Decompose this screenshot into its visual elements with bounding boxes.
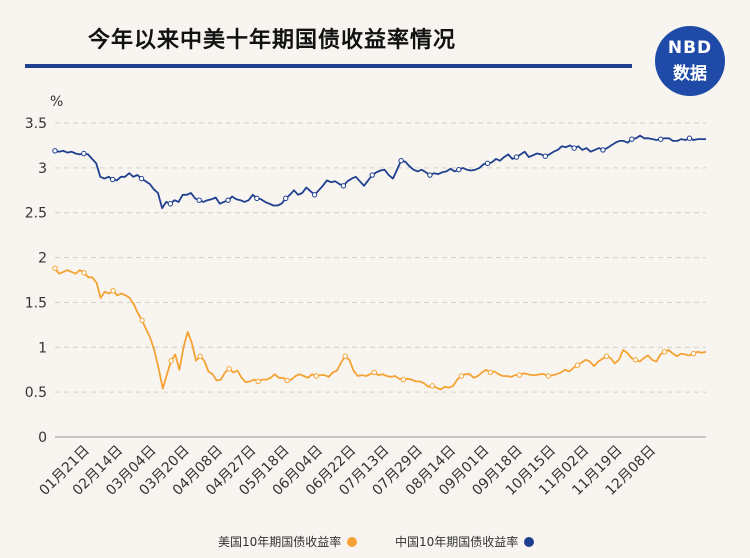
cn-data-point [571, 145, 577, 151]
y-tick-label: 0 [38, 430, 47, 446]
us-data-point [52, 265, 58, 272]
us-data-point [545, 373, 552, 379]
us-data-point [400, 376, 407, 383]
us-data-point [371, 369, 377, 376]
cn-data-point [52, 148, 58, 154]
y-tick-label: 3.5 [25, 116, 47, 132]
cn-data-point [657, 136, 664, 142]
us-data-point [603, 353, 610, 359]
us-data-point [342, 353, 348, 359]
series-lines [52, 134, 707, 391]
cn-data-point [484, 160, 491, 167]
cn-data-point [369, 172, 375, 178]
y-axis-ticks: 0 0.5 1 1.5 2 2.5 3 3.5 [25, 116, 47, 446]
cn-data-point [629, 136, 635, 142]
us-data-point [226, 366, 232, 372]
legend-item-cn: 中国10年期国债收益率 [395, 533, 535, 550]
cn-data-point [686, 135, 693, 141]
cn-data-point [311, 192, 318, 198]
cn-data-point [254, 195, 260, 202]
legend-item-us: 美国10年期国债收益率 [218, 533, 358, 550]
us-yield-line [54, 267, 707, 391]
logo-text-nbd: NBD [667, 38, 713, 58]
y-tick-label: 2.5 [25, 206, 47, 222]
y-tick-label: 1 [38, 340, 47, 356]
legend-dot-cn [524, 537, 535, 547]
cn-data-point [81, 150, 87, 157]
title-underline [25, 64, 632, 68]
legend-label-cn: 中国10年期国债收益率 [395, 535, 519, 549]
us-data-point [197, 353, 203, 359]
logo-text-data: 数据 [673, 64, 707, 84]
us-data-point [632, 357, 639, 363]
cn-data-point [456, 166, 462, 173]
us-data-point [661, 349, 668, 355]
us-data-point [429, 383, 436, 389]
us-data-point [168, 358, 174, 364]
cn-data-point [600, 147, 606, 153]
y-tick-label: 0.5 [25, 385, 47, 401]
y-tick-label: 2 [38, 251, 47, 267]
us-data-point [516, 372, 523, 378]
gridlines [55, 122, 706, 393]
cn-data-point [283, 195, 289, 202]
cn-data-point [398, 157, 404, 164]
us-data-point [574, 362, 581, 368]
us-data-point [110, 288, 116, 294]
y-tick-label: 3 [38, 161, 47, 177]
cn-data-point [138, 175, 145, 182]
y-tick-label: 1.5 [25, 295, 47, 311]
cn-data-point [225, 197, 231, 203]
nbd-logo: NBD 数据 [655, 26, 725, 96]
cn-data-point [340, 183, 347, 189]
x-axis-ticks: 01月21日02月14日03月04日03月20日04月08日04月27日05月1… [37, 443, 659, 499]
us-data-point [487, 369, 494, 376]
us-data-point [313, 373, 319, 379]
cn-data-point [542, 153, 549, 159]
us-data-point [458, 373, 465, 379]
cn-data-point [109, 176, 116, 183]
us-data-point [139, 317, 145, 324]
cn-data-point [427, 172, 433, 178]
chart-title: 今年以来中美十年期国债收益率情况 [88, 28, 457, 53]
us-data-point [284, 377, 290, 384]
y-axis-unit-label: % [50, 94, 63, 110]
us-data-point [81, 270, 87, 276]
cn-data-point [513, 154, 520, 160]
legend-dot-us [347, 537, 358, 547]
legend-label-us: 美国10年期国债收益率 [218, 535, 342, 549]
cn-data-point [196, 197, 202, 203]
us-data-point [690, 350, 697, 357]
us-data-point [255, 378, 261, 385]
cn-data-point [167, 201, 174, 207]
cn-yield-line [54, 134, 706, 210]
